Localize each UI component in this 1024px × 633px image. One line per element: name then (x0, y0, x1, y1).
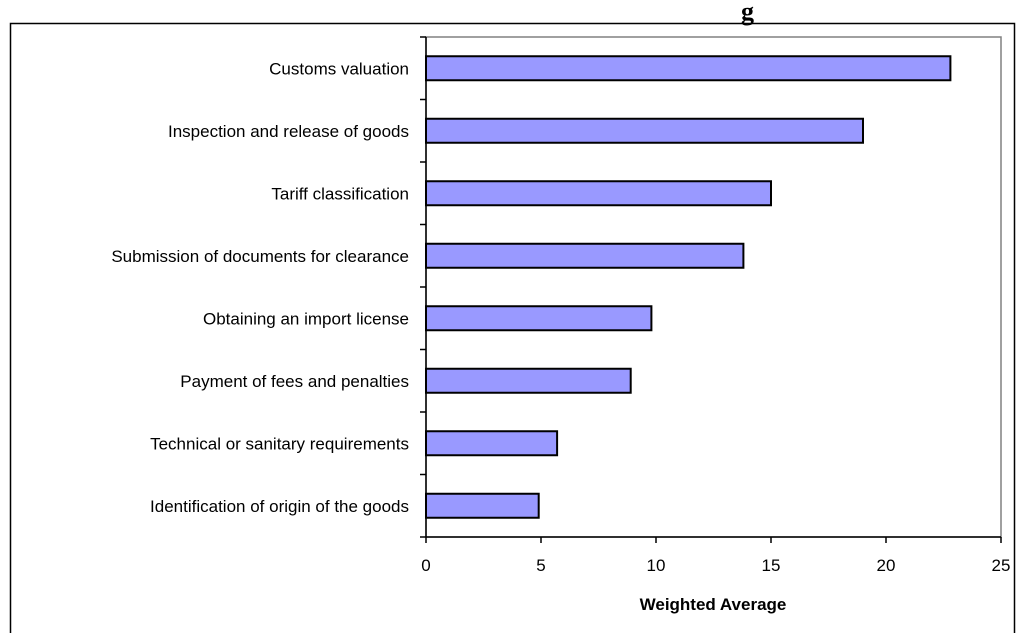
bar-submission-of-documents-for-clearance (425, 242, 745, 269)
x-axis-title: Weighted Average (640, 595, 787, 614)
category-label-identification-of-origin-of-the-goods: Identification of origin of the goods (150, 497, 409, 516)
category-label-customs-valuation: Customs valuation (269, 59, 409, 78)
bar-inspection-and-release-of-goods (425, 117, 864, 144)
bar-technical-or-sanitary-requirements (425, 430, 559, 457)
bar-obtaining-an-import-license (425, 305, 653, 332)
bar-customs-valuation (425, 55, 952, 82)
bar-tariff-classification (425, 180, 772, 207)
category-label-payment-of-fees-and-penalties: Payment of fees and penalties (180, 372, 409, 391)
x-tick-label-25: 25 (992, 556, 1011, 575)
axes-layer (420, 36, 1002, 543)
category-labels: Customs valuation Inspection and release … (111, 59, 409, 516)
x-tick-labels: 0 5 10 15 20 25 (421, 556, 1010, 575)
plot-area-frame (425, 36, 1002, 538)
category-label-inspection-and-release-of-goods: Inspection and release of goods (168, 122, 409, 141)
category-label-obtaining-an-import-license: Obtaining an import license (203, 309, 409, 328)
chart-title-fragment: g (741, 0, 754, 26)
x-tick-label-0: 0 (421, 556, 430, 575)
category-label-technical-or-sanitary-requirements: Technical or sanitary requirements (150, 434, 409, 453)
bar-payment-of-fees-and-penalties (425, 367, 632, 394)
chart-area-border (9, 22, 1016, 633)
bars-layer (425, 55, 952, 519)
x-tick-label-10: 10 (647, 556, 666, 575)
bar-identification-of-origin-of-the-goods (425, 492, 540, 519)
x-tick-label-15: 15 (762, 556, 781, 575)
category-label-submission-of-documents-for-clearance: Submission of documents for clearance (111, 247, 409, 266)
x-tick-label-5: 5 (536, 556, 545, 575)
category-label-tariff-classification: Tariff classification (271, 184, 409, 203)
x-tick-label-20: 20 (877, 556, 896, 575)
